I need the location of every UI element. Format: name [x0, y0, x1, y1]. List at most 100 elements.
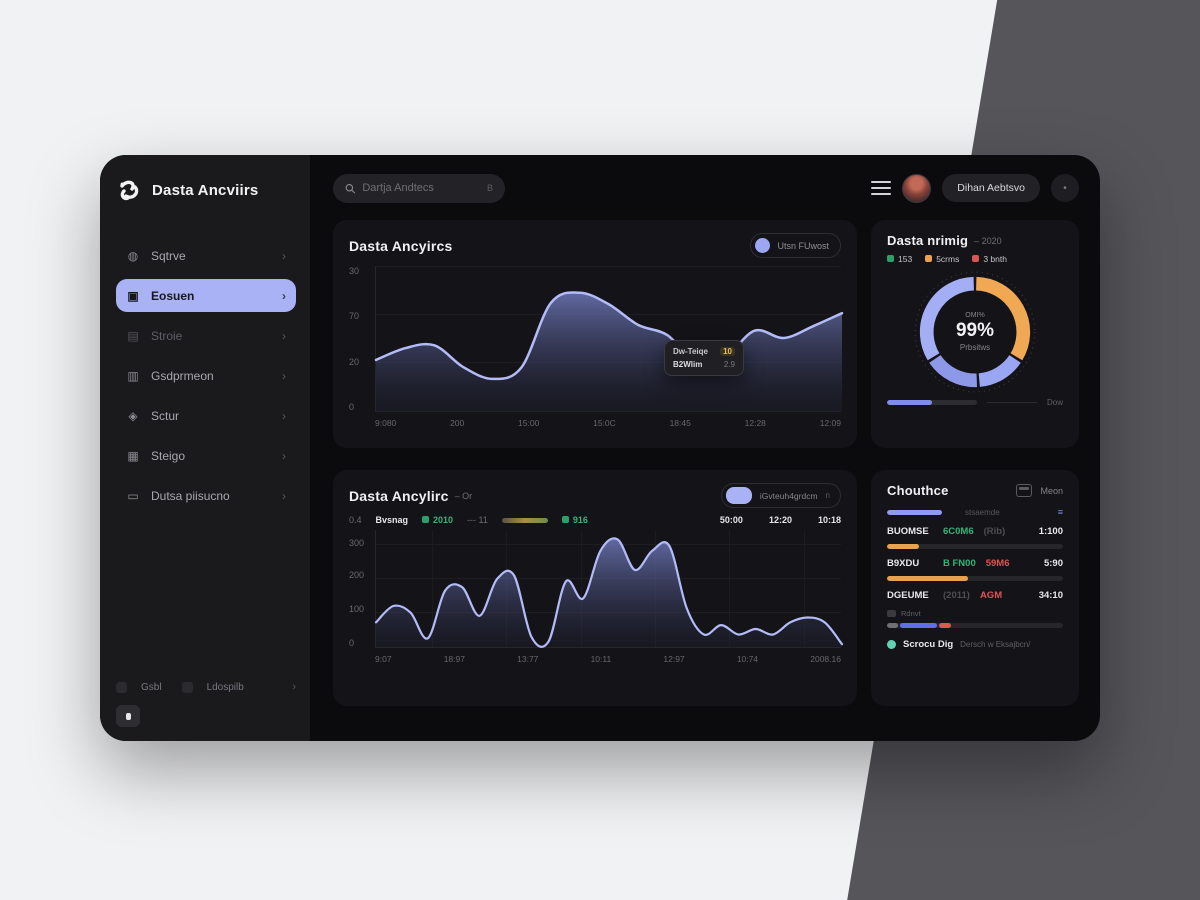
chevron-right-icon: › [282, 328, 286, 343]
sidebar-nav: ◍ Sqtrve › ▣ Eosuen › ▤ Stroie › ▥ Gsdpr… [116, 239, 296, 512]
x-tick: 18:97 [443, 654, 465, 664]
sidebar-item-eosuen[interactable]: ▣ Eosuen › [116, 279, 296, 312]
search-bar[interactable]: B [333, 173, 505, 203]
search-icon [345, 183, 356, 193]
card-title: Chouthce [887, 483, 949, 498]
lock-icon: ◈ [128, 408, 138, 423]
x-tick: 9:080 [375, 418, 397, 428]
card-title: Dasta nrimig [887, 233, 969, 248]
sidebar-item-sctur[interactable]: ◈ Sctur › [116, 399, 296, 432]
green-square-icon [887, 255, 894, 262]
tooltip-value: 2.9 [723, 360, 735, 369]
progress-bar [887, 544, 1063, 549]
segmented-progress-bar [887, 623, 1063, 628]
y-tick: 100 [349, 604, 365, 614]
sidebar-item-label: Dutsa piisucno [151, 488, 230, 503]
stat-value: 0.4 [349, 515, 362, 525]
tooltip-label: B2Wlim [673, 360, 703, 369]
activity-chart-card: Dasta Ancyircs Utsn FUwost 30 70 20 0 [333, 220, 857, 448]
sidebar-footer: Gsbl Ldospilb › [116, 681, 296, 727]
footer-item-ldospilb[interactable]: Ldospilb [206, 681, 244, 693]
stat-value: 12:20 [768, 515, 792, 525]
x-tick: 12:09 [819, 418, 841, 428]
chart-stats-row: 0.4 Bvsnag 2010 --- 11 916 50:00 12:20 1… [349, 515, 841, 525]
x-tick: 12:97 [663, 654, 685, 664]
x-tick: 12:28 [744, 418, 766, 428]
card-title: Dasta Ancyircs [349, 237, 453, 254]
traffic-chart-card: Dasta Ancylirc – Or iGvteuh4grdcm n 0.4 … [333, 470, 857, 706]
stat-value: --- 11 [467, 515, 488, 525]
x-tick: 15:00 [518, 418, 540, 428]
red-square-icon [972, 255, 980, 262]
legend-label: 153 [898, 254, 913, 264]
profile-button[interactable]: Dihan Aebtsvo [942, 174, 1040, 202]
area-chart-1: 30 70 20 0 [349, 266, 844, 428]
sidebar-item-label: Stroie [151, 328, 183, 343]
choices-row[interactable]: BUOMSE 6C0M6 (Rib) 1:100 [887, 526, 1063, 537]
x-tick: 9:07 [375, 654, 392, 664]
logo: Dasta Ancviirs [116, 177, 296, 203]
mini-label: Rdnvt [901, 609, 921, 618]
sidebar-item-sqtrve[interactable]: ◍ Sqtrve › [116, 239, 296, 272]
main-area: B Dihan Aebtsvo • Dasta Ancyircs [310, 155, 1100, 741]
y-tick: 300 [349, 538, 365, 548]
search-shortcut-hint: B [486, 183, 493, 193]
chart-tooltip: Dw-Teiqe 10 B2Wlim 2.9 [664, 340, 744, 376]
stat-value: 50:00 [719, 515, 743, 525]
footer-name: Scrocu Dig [903, 639, 954, 650]
search-input[interactable] [362, 182, 480, 194]
mail-icon [1016, 484, 1033, 497]
chevron-right-icon: › [292, 681, 296, 693]
y-tick: 20 [349, 356, 360, 367]
y-tick: 30 [349, 266, 360, 276]
theme-toggle-button[interactable] [116, 705, 140, 727]
rating-donut-card: Dasta nrimig – 2020 153 5crms 3 bnth OMI… [871, 220, 1079, 448]
sidebar-item-label: Gsdprmeon [151, 368, 214, 383]
donut-center-value: 99% [955, 320, 995, 341]
chevron-right-icon: › [282, 488, 286, 503]
monitor-icon: ▤ [127, 328, 139, 343]
mini-label-row: Rdnvt [887, 609, 1063, 618]
x-tick: 15:0C [593, 418, 616, 428]
donut-legend: 153 5crms 3 bnth [887, 254, 1063, 264]
more-button[interactable]: • [1051, 174, 1079, 202]
y-tick: 0 [349, 401, 355, 412]
chevron-right-icon: › [282, 368, 286, 383]
menu-icon[interactable] [871, 177, 892, 199]
sidebar-item-gsdprmeon[interactable]: ▥ Gsdprmeon › [116, 359, 296, 392]
footer-item-gsbl[interactable]: Gsbl [141, 681, 162, 693]
series-legend-pill[interactable]: Utsn FUwost [750, 233, 841, 258]
donut-footer: Dow [887, 398, 1063, 407]
green-square-icon [561, 516, 569, 523]
checkbox-icon [116, 681, 127, 693]
bell-icon: ◍ [127, 248, 139, 263]
topbar: B Dihan Aebtsvo • [333, 173, 1079, 203]
app-title: Dasta Ancviirs [152, 181, 259, 199]
chart-toggle-pill[interactable]: iGvteuh4grdcm n [720, 483, 841, 508]
checkbox-icon [181, 681, 193, 693]
x-tick: 10:74 [736, 654, 759, 664]
sidebar-item-stroie[interactable]: ▤ Stroie › [116, 319, 296, 352]
choices-row[interactable]: DGEUME (2011) AGM 34:10 [887, 590, 1063, 601]
card-period: – 2020 [974, 235, 1002, 246]
sidebar-item-label: Sctur [151, 408, 180, 423]
donut-center-top: OMI% [965, 312, 985, 319]
sidebar: Dasta Ancviirs ◍ Sqtrve › ▣ Eosuen › ▤ S… [100, 155, 310, 741]
sidebar-item-dutsa[interactable]: ▭ Dutsa piisucno › [116, 479, 296, 512]
choices-header-row: stsaemde ≡ [887, 507, 1063, 517]
footer-desc: Dersch w Eksajbcn/ [960, 640, 1031, 649]
tooltip-label: Dw-Teiqe [673, 347, 708, 356]
sidebar-item-steigo[interactable]: ▦ Steigo › [116, 439, 296, 472]
green-square-icon [422, 516, 430, 523]
series-dot-icon [755, 238, 771, 253]
choices-row[interactable]: B9XDU B FN00 59M6 5:90 [887, 558, 1063, 569]
x-tick: 2008.16 [810, 654, 841, 664]
mail-action[interactable]: Meon [1016, 484, 1063, 497]
legend-label: 3 bnth [983, 254, 1007, 264]
avatar[interactable] [902, 173, 932, 203]
stat-value: Bvsnag [375, 515, 409, 525]
card-period: – Or [454, 490, 473, 501]
area-chart-2: 300 200 100 0 [349, 530, 844, 664]
x-tick: 18:45 [669, 418, 691, 428]
stat-value: 10:18 [817, 515, 841, 525]
